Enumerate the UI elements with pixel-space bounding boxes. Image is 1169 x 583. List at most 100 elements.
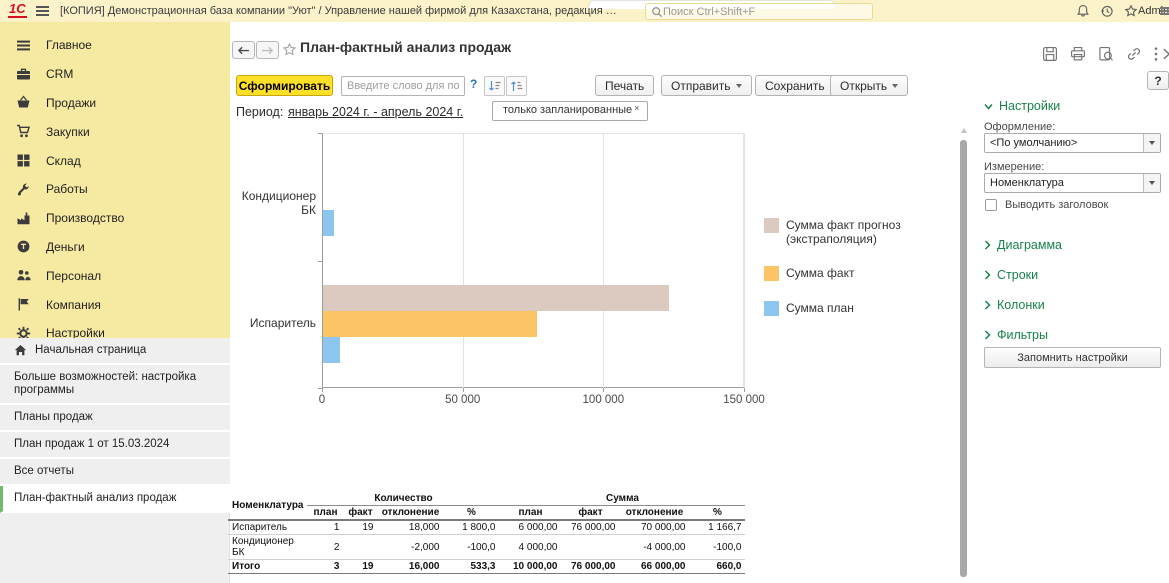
sidebar-item-cart[interactable]: Закупки: [0, 117, 230, 146]
x-axis-tick-label: 150 000: [723, 394, 765, 406]
nav-tab-0[interactable]: Начальная страница: [0, 338, 230, 365]
dropdown-button[interactable]: [1143, 134, 1160, 152]
row-value: 76 000,00: [561, 559, 620, 574]
show-title-checkbox[interactable]: Выводить заголовок: [985, 199, 1108, 211]
chart-bar[interactable]: [323, 337, 340, 364]
sort-ascending-button[interactable]: [506, 76, 527, 96]
chip-close-icon[interactable]: ×: [634, 103, 640, 113]
table-group-quantity: Количество: [307, 492, 500, 506]
settings-panel: Настройки Оформление: <По умолчанию> Изм…: [968, 95, 1169, 583]
sidebar-item-flag[interactable]: Компания: [0, 290, 230, 319]
x-axis-tick-label: 50 000: [445, 394, 481, 406]
settings-section-2[interactable]: Колонки: [984, 294, 1062, 315]
table-body: Испаритель 1 19 18,000 1 800,0 6 000,00 76 000…: [228, 520, 746, 574]
checkbox-icon[interactable]: [985, 199, 997, 211]
search-help-icon[interactable]: ?: [470, 77, 478, 91]
chevron-right-icon: [984, 239, 991, 250]
link-icon[interactable]: [1126, 46, 1142, 62]
table-subheader: %: [443, 505, 500, 521]
global-search[interactable]: [645, 3, 873, 20]
dimension-dropdown[interactable]: Номенклатура: [984, 173, 1161, 193]
row-value: 2: [307, 534, 344, 560]
chart-bar[interactable]: [323, 311, 537, 338]
settings-header[interactable]: Настройки: [984, 99, 1060, 113]
settings-section-3[interactable]: Фильтры: [984, 324, 1062, 345]
vertical-scrollbar[interactable]: [960, 128, 968, 580]
legend-swatch-icon: [764, 266, 779, 281]
favorite-title-star-icon[interactable]: [282, 42, 297, 57]
history-icon[interactable]: [1100, 4, 1114, 18]
nav-tab-4[interactable]: Все отчеты: [0, 459, 230, 486]
save-report-button[interactable]: Сохранить: [755, 75, 835, 96]
filter-chip[interactable]: только запланированные ×: [492, 101, 649, 121]
generate-button[interactable]: Сформировать: [236, 75, 333, 96]
chart-bar[interactable]: [323, 209, 335, 236]
remember-settings-button[interactable]: Запомнить настройки: [984, 347, 1161, 368]
nav-tab-2[interactable]: Планы продаж: [0, 405, 230, 432]
basket-icon: [16, 95, 31, 110]
row-value: 19: [343, 520, 378, 535]
send-button[interactable]: Отправить: [661, 75, 752, 96]
chart-category-label: Испаритель: [249, 316, 316, 331]
open-button[interactable]: Открыть: [830, 75, 909, 96]
row-value: 533,3: [443, 559, 500, 574]
notifications-bell-icon[interactable]: [1076, 4, 1090, 18]
sidebar-item-gear[interactable]: Настройки: [0, 319, 230, 348]
dropdown-button[interactable]: [1143, 174, 1160, 192]
sort-descending-button[interactable]: [484, 76, 505, 96]
row-value: 76 000,00: [561, 520, 620, 535]
settings-section-0[interactable]: Диаграмма: [984, 234, 1062, 255]
sidebar-item-money[interactable]: Деньги: [0, 233, 230, 262]
table-row: Испаритель 1 19 18,000 1 800,0 6 000,00 76 000…: [228, 520, 746, 535]
report-search-input[interactable]: [341, 76, 465, 96]
row-value: 660,0: [689, 559, 746, 574]
sidebar: Главное CRM Продажи Закупки Склад Работы Произ…: [0, 22, 230, 583]
settings-section-1[interactable]: Строки: [984, 264, 1062, 285]
back-button[interactable]: [232, 41, 255, 59]
sort-ascending-icon: [510, 81, 522, 91]
print-button[interactable]: Печать: [595, 75, 655, 96]
dropdown-arrow-icon: [735, 83, 742, 88]
more-options-icon[interactable]: [1152, 46, 1160, 62]
favorites-star-icon[interactable]: [1124, 4, 1138, 18]
x-axis-tick: [744, 388, 745, 392]
preview-icon[interactable]: [1098, 46, 1114, 62]
report-table: Номенклатура Количество Сумма план факт от…: [228, 492, 746, 574]
global-search-input[interactable]: [663, 5, 853, 18]
print-icon[interactable]: [1070, 46, 1086, 62]
table-group-sum: Сумма: [499, 492, 746, 506]
sidebar-item-menu-lines[interactable]: Главное: [0, 31, 230, 60]
period-label: Период:: [236, 105, 284, 119]
save-icon[interactable]: [1042, 46, 1058, 62]
help-button[interactable]: ?: [1147, 71, 1169, 90]
row-name: Испаритель: [228, 520, 308, 535]
period-link[interactable]: январь 2024 г. - апрель 2024 г.: [288, 105, 464, 119]
sidebar-item-people[interactable]: Персонал: [0, 261, 230, 290]
forward-button[interactable]: [256, 41, 279, 59]
sidebar-item-factory[interactable]: Производство: [0, 204, 230, 233]
sidebar-item-briefcase[interactable]: CRM: [0, 60, 230, 89]
row-value: -100,0: [689, 534, 746, 560]
main-menu-icon[interactable]: [36, 6, 49, 16]
legend-swatch-icon: [764, 301, 779, 316]
expand-chevron-icon[interactable]: [1162, 46, 1169, 62]
nav-tab-5[interactable]: План-фактный анализ продаж: [0, 486, 230, 513]
table-subheader: отклонение: [619, 505, 690, 521]
appearance-dropdown[interactable]: <По умолчанию>: [984, 133, 1161, 153]
sidebar-item-warehouse[interactable]: Склад: [0, 146, 230, 175]
nav-tab-1[interactable]: Больше возможностей: настройка программы: [0, 365, 230, 405]
scrollbar-thumb[interactable]: [960, 140, 967, 577]
sidebar-item-basket[interactable]: Продажи: [0, 89, 230, 118]
sidebar-navlist: Начальная страница Больше возможностей: н…: [0, 338, 230, 513]
scroll-up-icon[interactable]: [961, 128, 967, 133]
row-value: 1: [307, 520, 344, 535]
titlebar: 1С [КОПИЯ] Демонстрационная база компани…: [0, 0, 1169, 22]
user-menu-icon[interactable]: [1160, 7, 1169, 15]
app-title: [КОПИЯ] Демонстрационная база компании "…: [60, 5, 618, 17]
table-subheader: план: [499, 505, 562, 521]
chart-bar[interactable]: [323, 285, 670, 312]
money-icon: [16, 239, 31, 254]
nav-tab-3[interactable]: План продаж 1 от 15.03.2024: [0, 432, 230, 459]
sidebar-item-tools[interactable]: Работы: [0, 175, 230, 204]
row-value: 6 000,00: [499, 520, 562, 535]
